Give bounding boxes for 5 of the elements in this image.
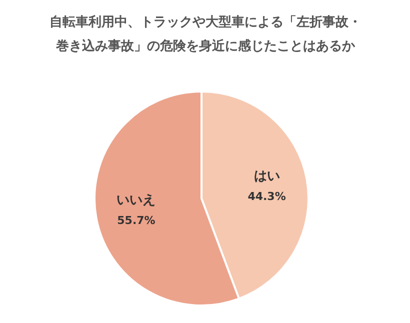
- chart-title: 自転車利用中、トラックや大型車による「左折事故・巻き込み事故」の危険を身近に感じたことはあるか: [50, 14, 362, 54]
- data-label: 55.7%: [117, 214, 156, 227]
- slice-label: はい: [254, 169, 280, 184]
- data-label: 44.3%: [248, 190, 286, 204]
- slice-label: いいえ: [116, 192, 156, 208]
